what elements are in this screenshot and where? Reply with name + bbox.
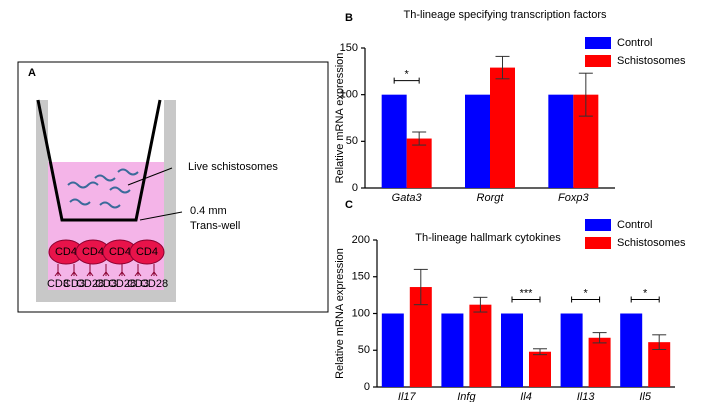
significance-bracket [571,296,601,303]
arrow [127,167,173,186]
y-tick-label: 150 [340,42,358,54]
bar [469,304,492,387]
error-bar [578,72,593,117]
annotation: 0.4 mm [190,205,227,217]
y-axis-label: Relative mRNA expression [334,53,346,184]
bar [529,351,551,387]
receptor-label: CD3 [63,278,85,290]
receptor-label: CD3 [127,278,149,290]
chart-title: Th-lineage specifying transcription fact… [404,9,607,21]
bar [441,313,464,387]
receptor-label: CD28 [76,278,104,290]
bar [381,313,404,387]
panel-a: A Live schistosomes 0.4 mm Trans-well CD… [17,61,329,313]
panel-label: A [28,67,36,79]
error-bar [592,332,607,344]
legend-label: Schistosomes [617,237,686,249]
y-tick-label: 50 [346,135,358,147]
panel-label: C [345,199,353,211]
receptor [150,264,158,277]
worms [67,168,139,209]
bar [560,313,583,387]
receptor [102,264,110,277]
panel-label: B [345,12,353,24]
significance-label: * [583,287,588,299]
bar [465,94,490,188]
x-tick-label: Gata3 [392,192,423,204]
legend-swatch [585,37,611,49]
receptor-label: CD3 [47,278,69,290]
significance-label: *** [520,287,534,299]
receptor [86,264,94,277]
annotation: Live schistosomes [188,161,278,173]
legend-swatch [585,55,611,67]
cell [129,239,165,265]
significance-label: * [405,69,410,81]
x-tick-label: Il13 [577,391,596,402]
bar [381,94,407,188]
y-tick-label: 50 [358,344,370,356]
chart-title: Th-lineage hallmark cytokines [415,232,561,244]
bar [620,313,643,387]
trans-well [36,99,162,222]
receptor-label: CD28 [140,278,168,290]
significance-bracket [630,296,660,303]
y-tick-label: 0 [364,381,370,393]
bar [406,138,432,188]
receptor [118,264,126,277]
cell-label: CD4 [55,246,77,258]
bar [588,337,611,387]
annotation: Trans-well [190,220,240,232]
y-tick-label: 100 [352,307,370,319]
arrow [139,211,183,221]
bar [501,313,523,387]
error-bar [652,334,667,351]
cell-label: CD4 [82,246,104,258]
legend-swatch [585,219,611,231]
error-bar [495,55,510,80]
legend-label: Control [617,219,652,231]
x-tick-label: Il5 [639,391,652,402]
x-tick-label: Il4 [520,391,532,402]
x-tick-label: Infg [457,391,476,402]
receptor [54,264,62,277]
x-tick-label: Rorgt [477,192,505,204]
bar [648,342,671,387]
y-tick-label: 100 [340,89,358,101]
legend-label: Control [617,37,652,49]
cell-label: CD4 [136,246,158,258]
receptor-label: CD28 [108,278,136,290]
error-bar [473,296,488,313]
legend-swatch [585,237,611,249]
y-tick-label: 200 [352,234,370,246]
error-bar [413,268,428,306]
bar [490,67,515,188]
significance-label: * [643,287,648,299]
error-bar [533,348,547,356]
y-tick-label: 150 [352,271,370,283]
legend-label: Schistosomes [617,55,686,67]
significance-bracket [393,77,420,84]
cell-label: CD4 [109,246,131,258]
y-axis-label: Relative mRNA expression [334,248,346,379]
receptor-label: CD3 [95,278,117,290]
bar [548,94,574,188]
receptor [70,264,78,277]
error-bar [412,131,427,146]
x-tick-label: Il17 [398,391,417,402]
y-tick-label: 0 [352,182,358,194]
receptor [134,264,142,277]
x-tick-label: Foxp3 [558,192,589,204]
bar [409,287,432,387]
significance-bracket [511,296,541,303]
